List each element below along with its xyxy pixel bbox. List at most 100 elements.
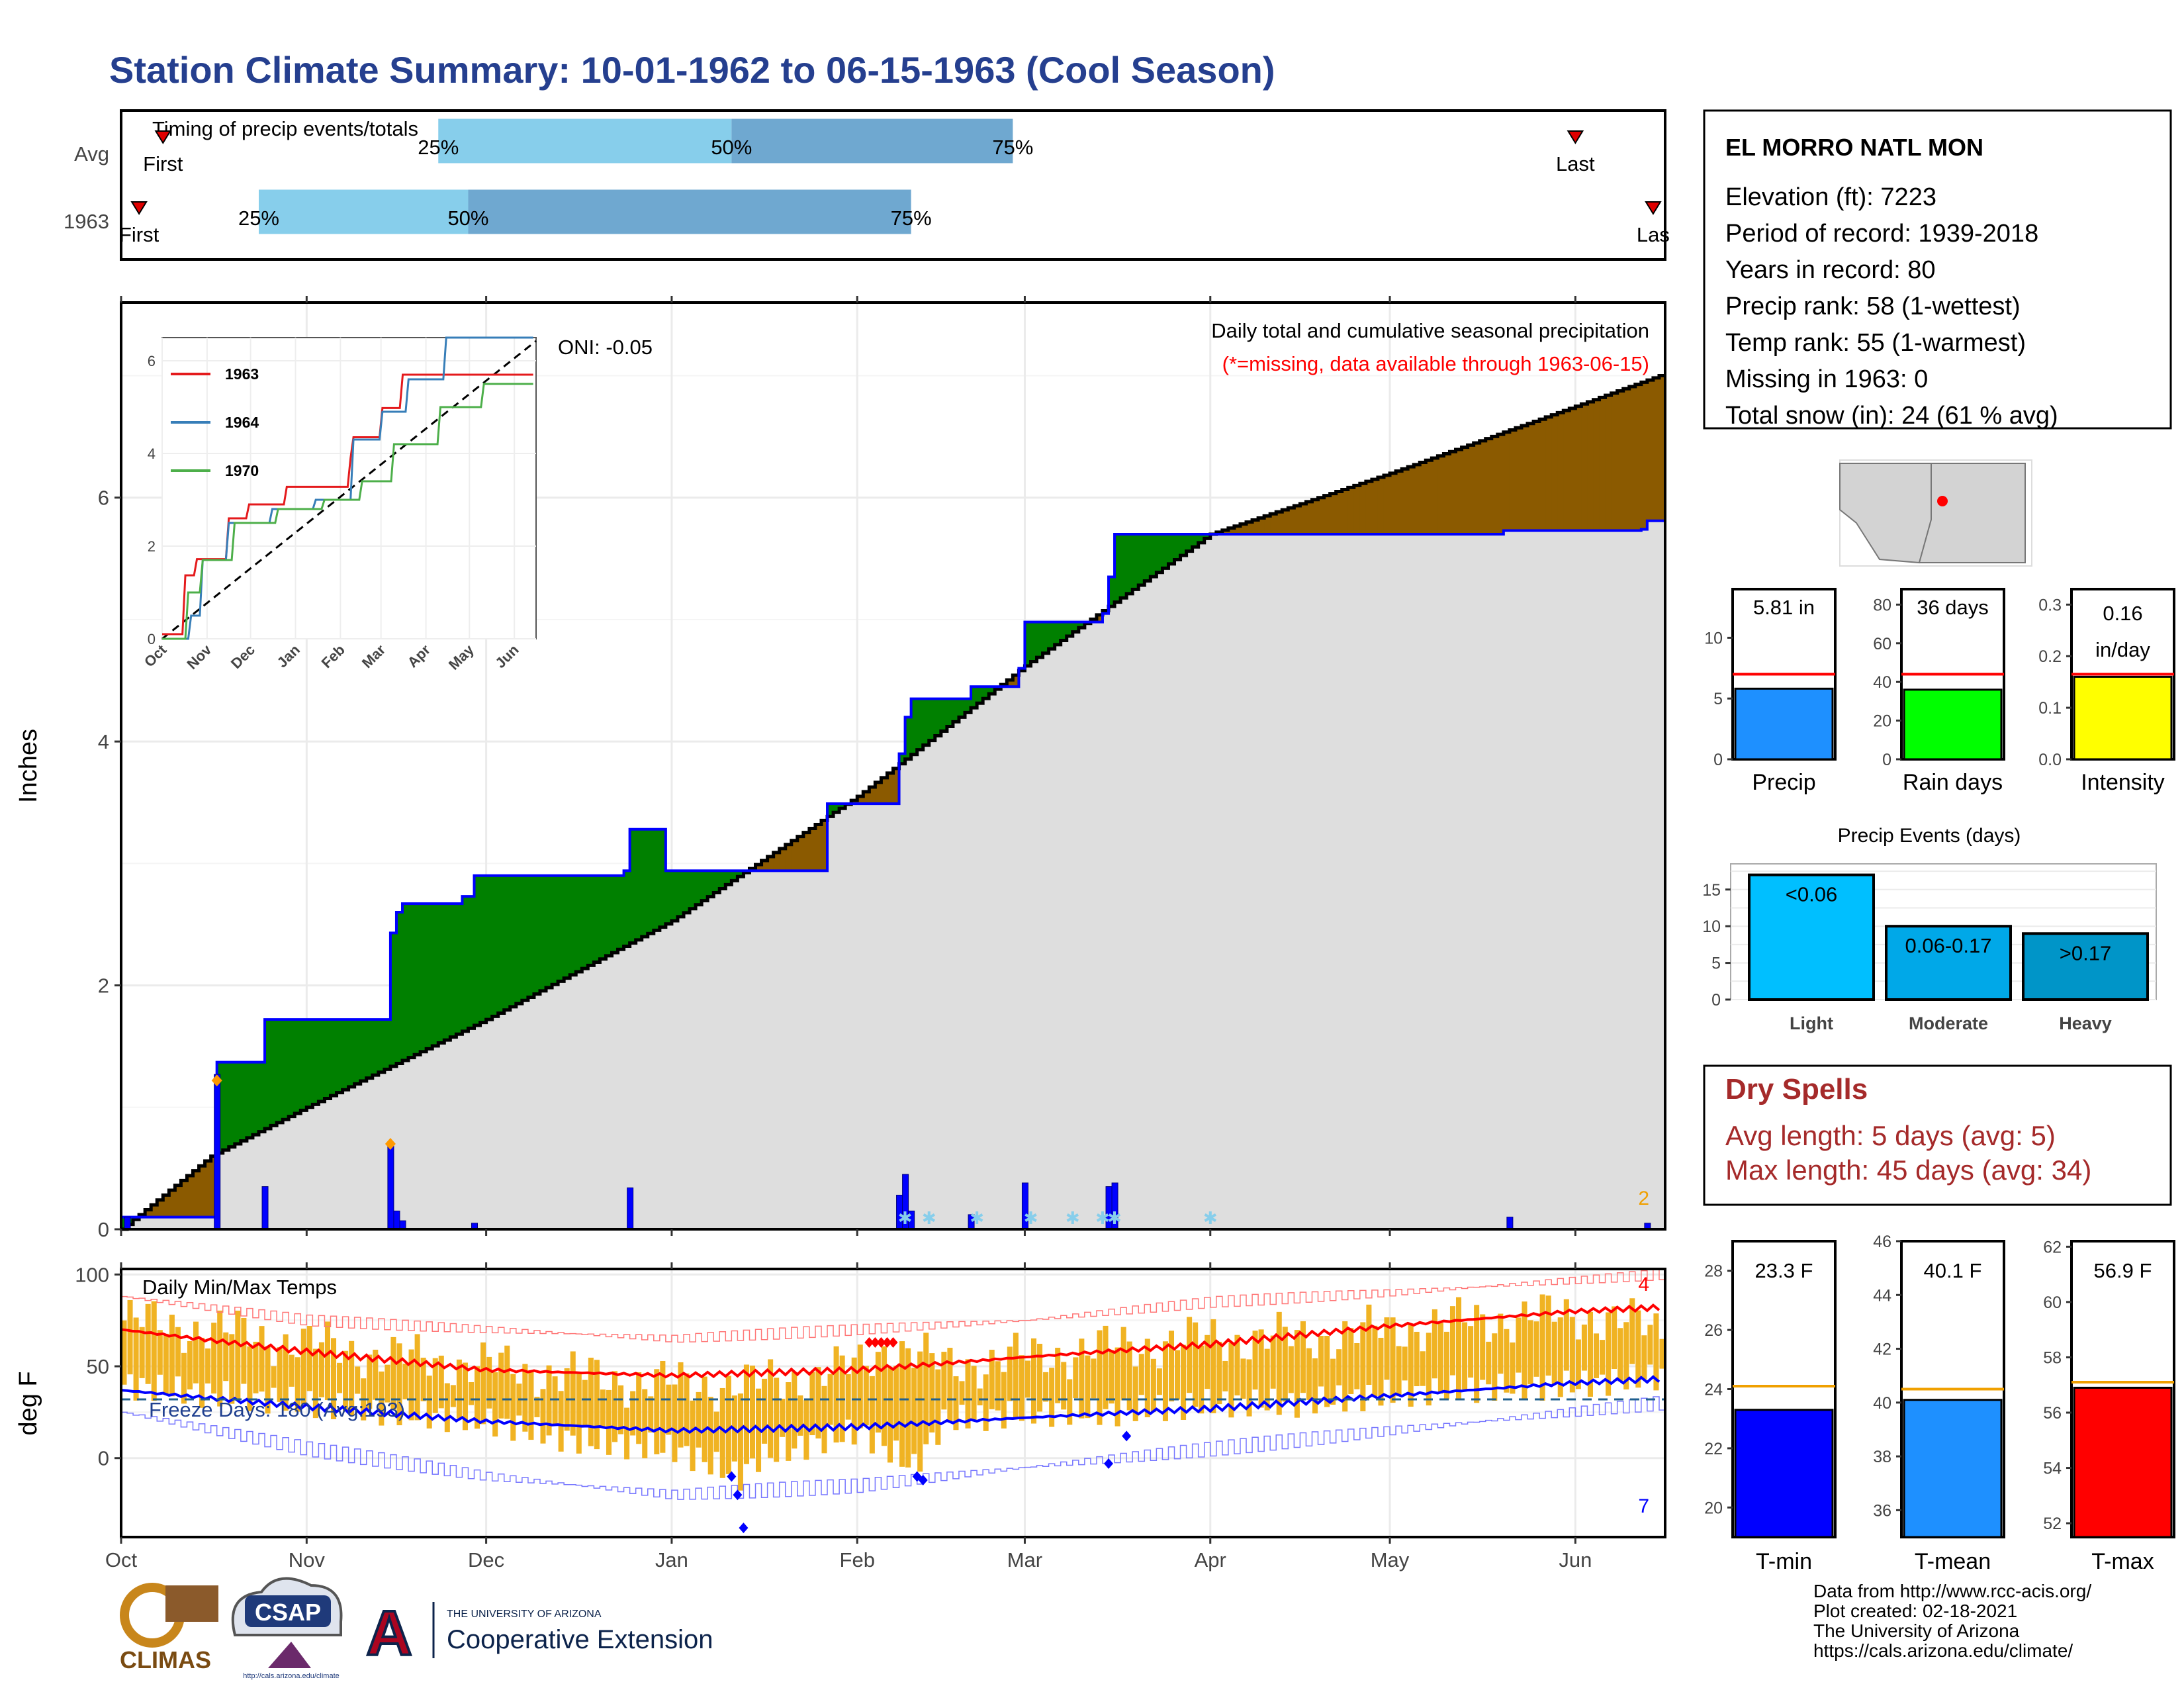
daily-temp-bar (1354, 1343, 1360, 1389)
above-avg-area (917, 698, 924, 750)
daily-temp-bar (312, 1348, 318, 1419)
daily-temp-bar (725, 1376, 731, 1474)
daily-temp-bar (1653, 1313, 1659, 1391)
temp-bar-label: T-min (1756, 1549, 1812, 1574)
daily-temp-bar (1629, 1298, 1635, 1364)
station-line: Temp rank: 55 (1-warmest) (1725, 329, 2026, 357)
above-avg-area (414, 904, 421, 1055)
daily-temp-bar (456, 1359, 462, 1419)
csap-mountain-icon (268, 1642, 311, 1668)
above-avg-area (684, 870, 690, 913)
y-tick-label: 5 (1711, 955, 1721, 973)
daily-temp-bar (989, 1350, 995, 1409)
daily-temp-bar (1049, 1368, 1055, 1427)
station-line: Elevation (ft): 7223 (1725, 183, 1936, 211)
daily-temp-bar (1545, 1295, 1551, 1376)
daily-temp-bar (1498, 1313, 1504, 1374)
daily-temp-bar (702, 1376, 707, 1462)
daily-temp-bar (1647, 1325, 1653, 1365)
timing-q25-label: 25% (238, 207, 279, 230)
y-tick-label: 0.0 (2038, 751, 2062, 769)
precip-subtitle: Daily total and cumulative seasonal prec… (1211, 319, 1649, 342)
below-avg-area (1414, 464, 1420, 535)
y-tick-label: 0 (98, 1447, 109, 1470)
above-avg-area (600, 875, 607, 959)
daily-temp-bar (1360, 1322, 1366, 1411)
record-low-marker (733, 1489, 743, 1501)
daily-temp-bar (498, 1352, 504, 1419)
daily-temp-bar (1085, 1355, 1091, 1419)
daily-temp-bar (642, 1389, 648, 1458)
daily-temp-bar (947, 1348, 953, 1423)
daily-temp-bar (1342, 1321, 1348, 1412)
record-low-marker (918, 1475, 928, 1486)
daily-temp-bar (935, 1369, 941, 1445)
average-max-line (120, 1303, 1661, 1379)
y-tick-label: 15 (1702, 881, 1721, 900)
above-avg-area (318, 1019, 326, 1102)
daily-temp-bar (570, 1351, 576, 1436)
above-avg-area (1024, 622, 1032, 666)
temp-title: Daily Min/Max Temps (142, 1276, 337, 1299)
below-avg-area (1390, 473, 1396, 535)
daily-temp-bar (300, 1329, 306, 1405)
daily-temp-bar (678, 1362, 684, 1448)
daily-temp-bar (1527, 1320, 1533, 1385)
below-avg-area (151, 1205, 158, 1217)
above-avg-area (1144, 534, 1151, 581)
below-avg-area (1545, 416, 1552, 531)
record-high-marker (876, 1336, 886, 1348)
daily-temp-bar (1414, 1331, 1420, 1387)
mini-bar-value (1903, 688, 2003, 761)
ua-big-text: Cooperative Extension (447, 1625, 713, 1654)
daily-temp-bar (1372, 1325, 1378, 1397)
precip-missing-note: (*=missing, data available through 1963-… (1222, 352, 1649, 375)
daily-temp-bar (1492, 1333, 1498, 1401)
daily-temp-bar (1468, 1326, 1474, 1378)
precip-y-ticks: 0 2 4 6 (98, 487, 121, 1241)
daily-temp-bar (169, 1315, 175, 1397)
daily-temp-bar (797, 1395, 803, 1436)
daily-temp-bar (289, 1354, 295, 1387)
timing-bar-q50-q75 (468, 189, 911, 234)
y-tick-label: 62 (2043, 1238, 2062, 1256)
precip-corner-count: 2 (1638, 1188, 1649, 1209)
daily-temp-bar (971, 1366, 977, 1421)
daily-temp-bar (1462, 1322, 1468, 1389)
daily-temp-bar (510, 1374, 516, 1441)
daily-temp-bar (1216, 1341, 1222, 1405)
daily-temp-bar (857, 1344, 863, 1429)
daily-temp-bar (792, 1372, 797, 1449)
below-avg-area (181, 1180, 188, 1217)
y-tick-label: 26 (1704, 1321, 1723, 1340)
above-avg-area (498, 875, 505, 1013)
daily-temp-bar (995, 1361, 1001, 1411)
daily-temp-bar (241, 1317, 247, 1384)
above-avg-area (295, 1019, 301, 1114)
below-avg-area (1443, 453, 1451, 535)
daily-temp-bar (1079, 1338, 1085, 1419)
below-avg-area (1342, 489, 1349, 535)
daily-temp-bar (1234, 1335, 1240, 1396)
below-avg-area (1240, 524, 1247, 535)
daily-temp-bar (306, 1326, 312, 1391)
above-avg-area (1042, 622, 1050, 653)
below-avg-area (1557, 412, 1564, 531)
record-high-marker (870, 1336, 880, 1348)
daily-temp-bar (450, 1385, 456, 1407)
above-avg-area (552, 875, 559, 985)
daily-temp-bar (1126, 1341, 1132, 1411)
daily-temp-bar (330, 1338, 337, 1419)
above-avg-area (833, 804, 840, 813)
record-low-marker (1104, 1458, 1114, 1470)
above-avg-area (246, 1062, 253, 1138)
daily-temp-bar (1569, 1317, 1575, 1393)
daily-precip-bar (261, 1186, 269, 1230)
above-avg-area (265, 1019, 271, 1129)
above-avg-area (965, 698, 972, 713)
above-avg-area (527, 875, 535, 998)
inset-y-tick-label: 2 (148, 538, 156, 555)
timing-bar-q25-q50 (438, 118, 732, 164)
below-avg-area (1623, 389, 1630, 531)
timing-q75-label: 75% (891, 207, 932, 230)
